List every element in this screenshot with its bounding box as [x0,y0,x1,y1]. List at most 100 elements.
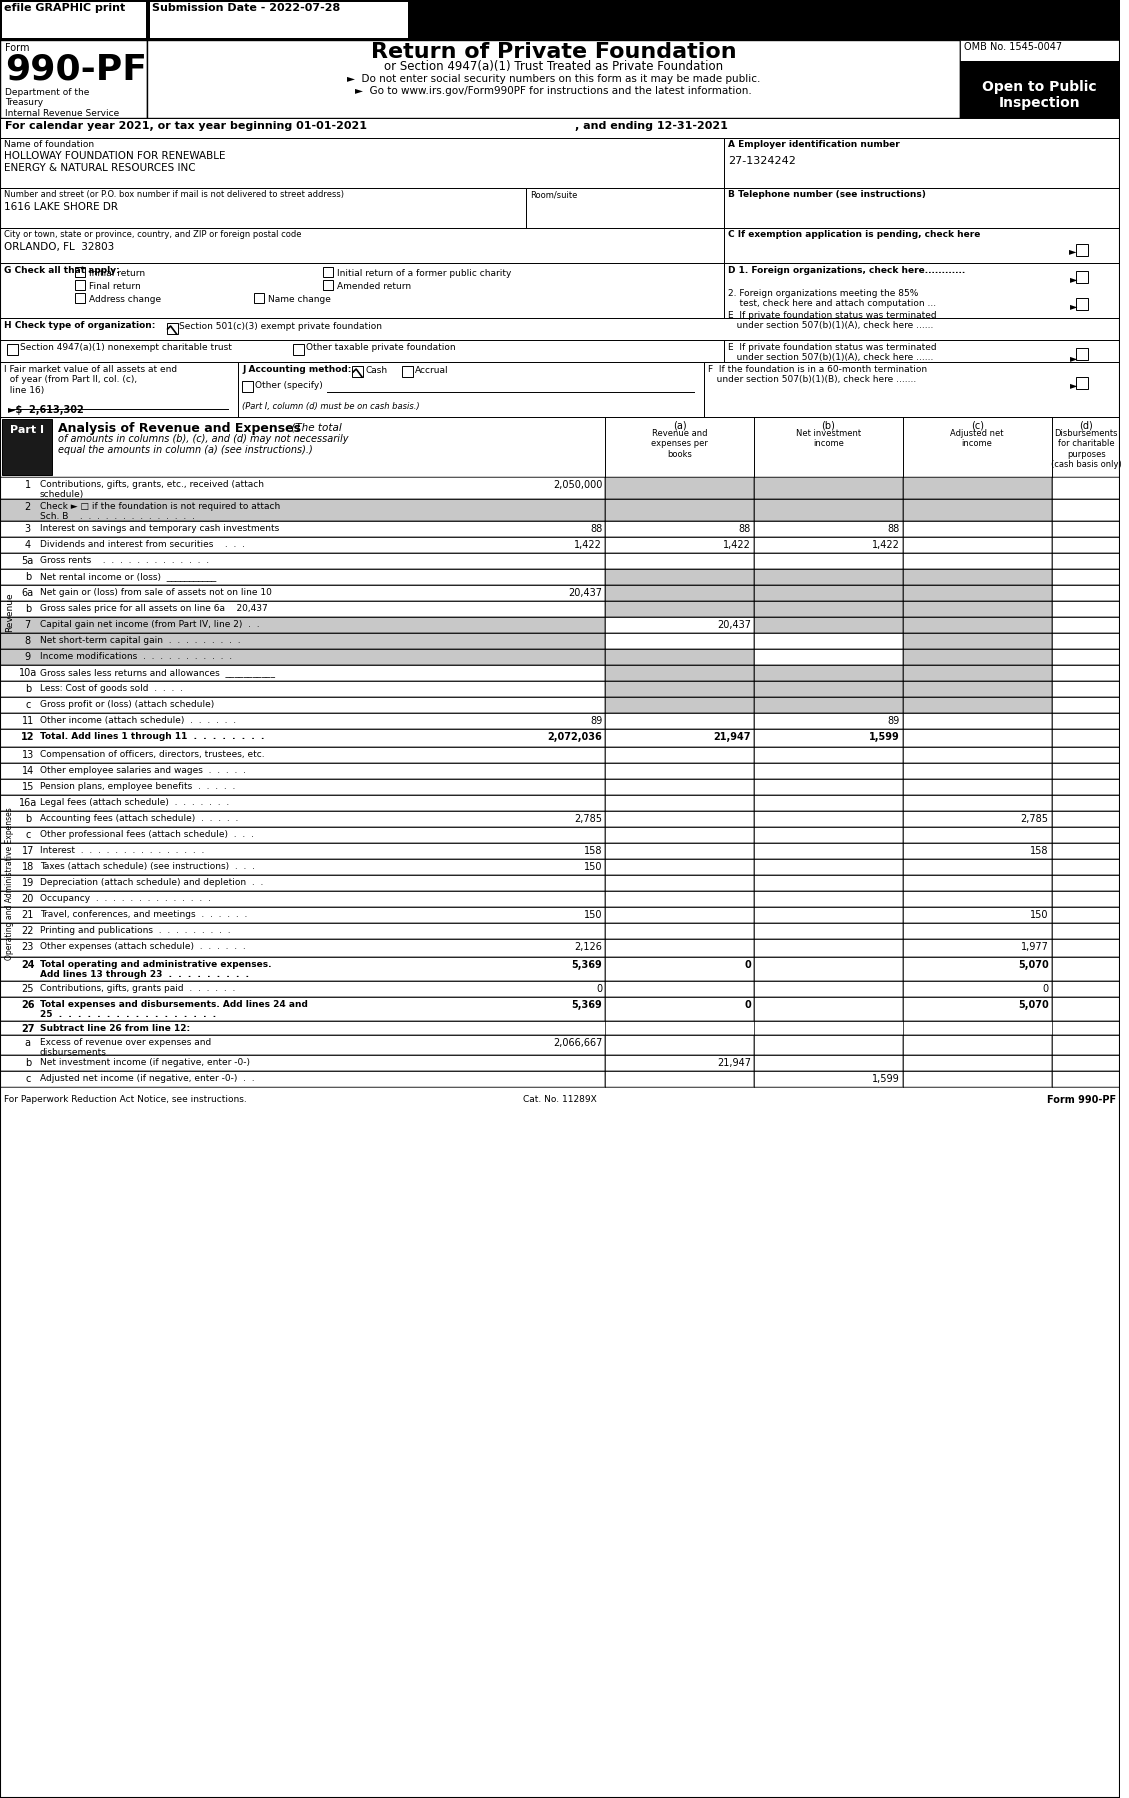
Text: Adjusted net
income: Adjusted net income [951,430,1004,448]
Bar [605,584,754,601]
Bar [724,340,1120,361]
Bar [605,714,754,728]
Bar [903,795,1051,811]
Bar [704,361,1120,417]
Bar [903,957,1051,982]
Bar [724,138,1120,189]
Bar [605,982,754,998]
Bar [1051,795,1120,811]
Text: Contributions, gifts, grants paid  .  .  .  .  .  .: Contributions, gifts, grants paid . . . … [40,984,235,992]
Bar [754,762,903,779]
Bar [0,698,605,714]
Bar [0,521,605,538]
Bar [605,939,754,957]
Bar [1051,538,1120,554]
Text: Interest on savings and temporary cash investments: Interest on savings and temporary cash i… [40,523,279,532]
Text: G Check all that apply:: G Check all that apply: [5,266,120,275]
Bar [0,957,605,982]
Text: E  If private foundation status was terminated
   under section 507(b)(1)(A), ch: E If private foundation status was termi… [728,311,937,331]
Text: Excess of revenue over expenses and
disbursements: Excess of revenue over expenses and disb… [40,1037,211,1057]
Bar [1051,892,1120,906]
Text: Part I: Part I [10,424,44,435]
Bar [903,892,1051,906]
Bar [7,343,18,354]
Text: Accounting fees (attach schedule)  .  .  .  .  .: Accounting fees (attach schedule) . . . … [40,814,238,823]
Text: For Paperwork Reduction Act Notice, see instructions.: For Paperwork Reduction Act Notice, see … [5,1095,247,1104]
Text: Income modifications  .  .  .  .  .  .  .  .  .  .  .: Income modifications . . . . . . . . . .… [40,653,231,662]
Text: Form: Form [5,43,29,52]
Text: (b): (b) [822,421,835,430]
Bar [903,1072,1051,1088]
Text: 18: 18 [21,861,34,872]
Text: ►: ► [1070,273,1078,284]
Text: 150: 150 [1030,910,1049,921]
Text: J Accounting method:: J Accounting method: [242,365,351,374]
Bar [754,982,903,998]
Text: 1,599: 1,599 [872,1073,900,1084]
Bar [754,698,903,714]
Text: 0: 0 [744,1000,751,1010]
Bar [754,665,903,681]
Bar [605,476,754,500]
Bar [0,318,1120,340]
Text: 89: 89 [887,716,900,726]
Text: 89: 89 [589,716,602,726]
Text: Initial return: Initial return [89,270,146,279]
Bar [903,906,1051,922]
Bar [167,324,177,334]
Bar [1051,649,1120,665]
Bar [754,795,903,811]
Text: 12: 12 [21,732,35,743]
Text: 21,947: 21,947 [714,732,751,743]
Bar [0,982,605,998]
Text: 13: 13 [21,750,34,761]
Bar [605,922,754,939]
Text: b: b [25,1057,30,1068]
Bar [754,1072,903,1088]
Text: 17: 17 [21,847,34,856]
Bar [903,811,1051,827]
Bar [0,617,605,633]
Text: (The total: (The total [288,423,341,432]
Bar [352,367,364,378]
Bar [605,1055,754,1072]
Text: D 1. Foreign organizations, check here............: D 1. Foreign organizations, check here..… [728,266,965,275]
Bar [605,859,754,876]
Text: Address change: Address change [89,295,161,304]
Bar [1051,939,1120,957]
Text: b: b [25,604,30,613]
Bar [0,746,605,762]
Bar [0,811,605,827]
Bar [903,779,1051,795]
Bar [0,714,605,728]
Bar [754,500,903,521]
Bar [903,521,1051,538]
Text: 25: 25 [21,984,34,994]
Bar [148,2,150,38]
Text: Cash: Cash [365,367,387,376]
Bar [754,811,903,827]
Bar [903,665,1051,681]
Text: I Fair market value of all assets at end
  of year (from Part II, col. (c),
  li: I Fair market value of all assets at end… [5,365,177,396]
Text: 5,070: 5,070 [1018,1000,1049,1010]
Text: , and ending 12-31-2021: , and ending 12-31-2021 [576,120,728,131]
Bar [724,189,1120,228]
Text: Gross sales price for all assets on line 6a    20,437: Gross sales price for all assets on line… [40,604,268,613]
Bar [1076,349,1088,360]
Bar [1051,476,1120,500]
Text: E  If private foundation status was terminated
   under section 507(b)(1)(A), ch: E If private foundation status was termi… [728,343,937,363]
Text: 16a: 16a [19,798,37,807]
Text: Total. Add lines 1 through 11  .  .  .  .  .  .  .  .: Total. Add lines 1 through 11 . . . . . … [40,732,264,741]
Bar [724,228,1120,263]
Text: 1,599: 1,599 [869,732,900,743]
Bar [0,417,1120,476]
Text: 2,785: 2,785 [575,814,602,823]
Text: Total operating and administrative expenses.
Add lines 13 through 23  .  .  .  .: Total operating and administrative expen… [40,960,271,980]
Text: Less: Cost of goods sold  .  .  .  .: Less: Cost of goods sold . . . . [40,683,183,692]
Bar [754,476,903,500]
Bar [0,728,605,746]
Text: 0: 0 [1042,984,1049,994]
Bar [2,2,146,38]
Bar [903,843,1051,859]
Text: 20,437: 20,437 [717,620,751,629]
